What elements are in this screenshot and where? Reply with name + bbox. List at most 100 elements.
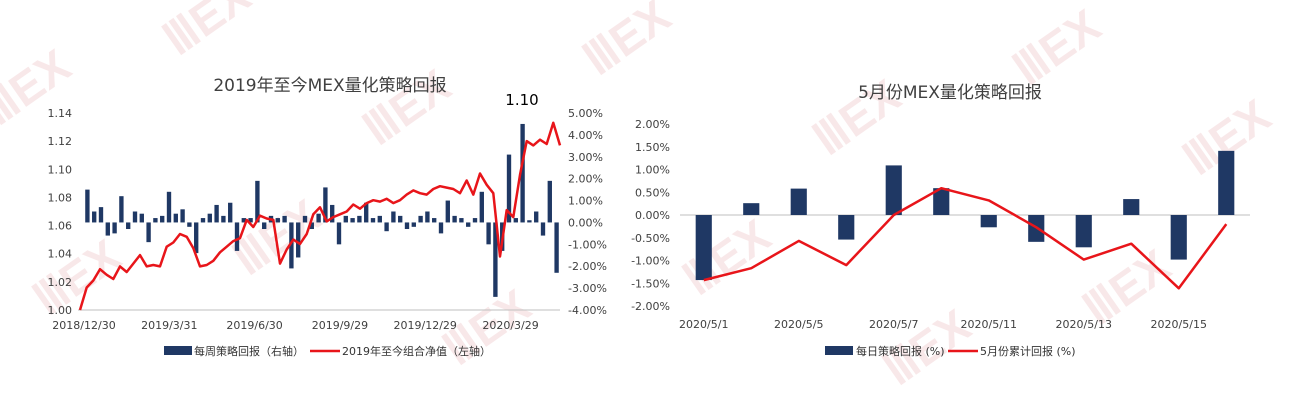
x-tick-label: 2020/5/15	[1151, 318, 1207, 331]
daily-return-bar	[1218, 150, 1235, 215]
x-tick-label: 2020/5/7	[869, 318, 918, 331]
y-tick-label: 1.50%	[635, 141, 670, 154]
weekly-return-bar	[357, 215, 362, 223]
weekly-return-bar	[139, 213, 144, 223]
weekly-return-bar	[404, 222, 410, 230]
weekly-return-bar	[459, 218, 464, 223]
legend-swatch-bar	[825, 346, 853, 355]
weekly-return-bar	[166, 191, 172, 223]
cumulative-line	[703, 186, 1228, 290]
weekly-return-bar	[255, 180, 260, 223]
weekly-return-bar	[425, 211, 430, 223]
y-left-tick-label: 1.06	[48, 220, 73, 233]
x-tick-label: 2020/5/11	[961, 318, 1017, 331]
y-left-tick-label: 1.08	[48, 191, 73, 204]
daily-return-bar	[790, 188, 807, 215]
weekly-return-bar	[146, 222, 151, 243]
y-left-tick-label: 1.10	[48, 163, 73, 176]
legend-label-line: 2019年至今组合净值（左轴）	[342, 344, 491, 358]
weekly-return-bar	[221, 215, 226, 223]
weekly-return-bar	[391, 211, 396, 223]
watermark-logo: ⅢEX	[803, 69, 910, 165]
x-tick-label: 2019/9/29	[312, 319, 368, 332]
legend-label-bar: 每日策略回报 (%)	[856, 344, 945, 358]
weekly-return-bar	[105, 222, 110, 236]
weekly-return-bar	[275, 218, 280, 223]
weekly-return-bar	[180, 209, 185, 223]
daily-return-bar	[1028, 215, 1045, 242]
weekly-return-bar	[234, 222, 240, 251]
y-left-tick-label: 1.14	[48, 107, 73, 120]
weekly-return-bar	[513, 218, 518, 223]
y-right-tick-label: 2.00%	[568, 173, 603, 186]
weekly-return-bar	[472, 218, 478, 223]
weekly-return-bar	[85, 189, 90, 223]
watermark-logo: ⅢEX	[673, 209, 780, 305]
weekly-return-bar	[432, 218, 437, 223]
weekly-return-bar	[214, 204, 219, 223]
weekly-return-bar	[153, 218, 158, 223]
weekly-return-bar	[411, 222, 416, 227]
y-right-tick-label: 4.00%	[568, 129, 603, 142]
weekly-return-bar	[98, 207, 104, 223]
weekly-return-bar	[506, 154, 512, 223]
weekly-return-bar	[493, 222, 498, 297]
y-left-tick-label: 1.02	[48, 276, 73, 289]
legend-label-bar: 每周策略回报（右轴）	[194, 344, 304, 358]
weekly-return-bar	[309, 222, 314, 230]
daily-return-bar	[1075, 215, 1092, 248]
weekly-return-bar	[296, 222, 301, 258]
x-tick-label: 2020/3/29	[482, 319, 538, 332]
weekly-return-bar	[479, 191, 484, 223]
weekly-return-bar	[132, 211, 138, 223]
x-tick-label: 2019/3/31	[141, 319, 197, 332]
chart-title: 5月份MEX量化策略回报	[858, 83, 1042, 103]
weekly-return-bar	[547, 180, 552, 223]
x-tick-label: 2020/5/13	[1056, 318, 1112, 331]
weekly-return-bar	[228, 202, 233, 223]
weekly-return-bar	[316, 213, 321, 223]
weekly-return-bar	[398, 215, 403, 223]
weekly-return-bar	[289, 222, 294, 269]
weekly-return-bar	[323, 187, 328, 223]
weekly-return-bar	[92, 211, 97, 223]
weekly-return-bar	[418, 215, 423, 223]
weekly-return-bar	[384, 222, 389, 232]
peak-annotation: 1.10	[505, 91, 538, 109]
y-left-tick-label: 1.12	[48, 135, 73, 148]
weekly-return-bar	[330, 204, 335, 223]
weekly-return-bar	[262, 222, 267, 230]
y-right-tick-label: 5.00%	[568, 107, 603, 120]
weekly-return-bar	[282, 215, 287, 223]
weekly-return-bar	[527, 220, 532, 223]
y-tick-label: 0.00%	[635, 209, 670, 222]
weekly-return-bar	[377, 215, 382, 223]
daily-return-bar	[933, 188, 950, 215]
weekly-return-bar	[554, 222, 559, 273]
x-tick-label: 2019/12/29	[394, 319, 457, 332]
weekly-return-bar	[160, 215, 165, 223]
weekly-return-bar	[466, 222, 471, 227]
daily-return-bar	[1123, 199, 1140, 215]
y-tick-label: 2.00%	[635, 118, 670, 131]
legend-label-line: 5月份累计回报 (%)	[980, 344, 1076, 358]
weekly-return-bar	[445, 200, 450, 223]
daily-return-bar	[695, 215, 712, 281]
y-right-tick-label: 1.00%	[568, 195, 603, 208]
y-tick-label: 1.00%	[635, 164, 670, 177]
weekly-return-bar	[364, 202, 369, 223]
weekly-return-bar	[520, 123, 525, 223]
weekly-return-bar	[438, 222, 444, 234]
weekly-return-bar	[194, 222, 199, 254]
watermark-logo: ⅢEX	[873, 299, 980, 395]
x-tick-label: 2019/6/30	[226, 319, 282, 332]
y-left-tick-label: 1.04	[48, 248, 73, 261]
daily-return-bar	[885, 165, 902, 215]
weekly-return-bar	[350, 218, 355, 223]
daily-return-bar	[743, 203, 760, 215]
daily-return-bar	[1170, 215, 1187, 260]
weekly-return-bar	[200, 218, 206, 223]
watermark-logo: ⅢEX	[1003, 0, 1110, 95]
x-tick-label: 2018/12/30	[52, 319, 115, 332]
weekly-return-bar	[173, 213, 178, 223]
